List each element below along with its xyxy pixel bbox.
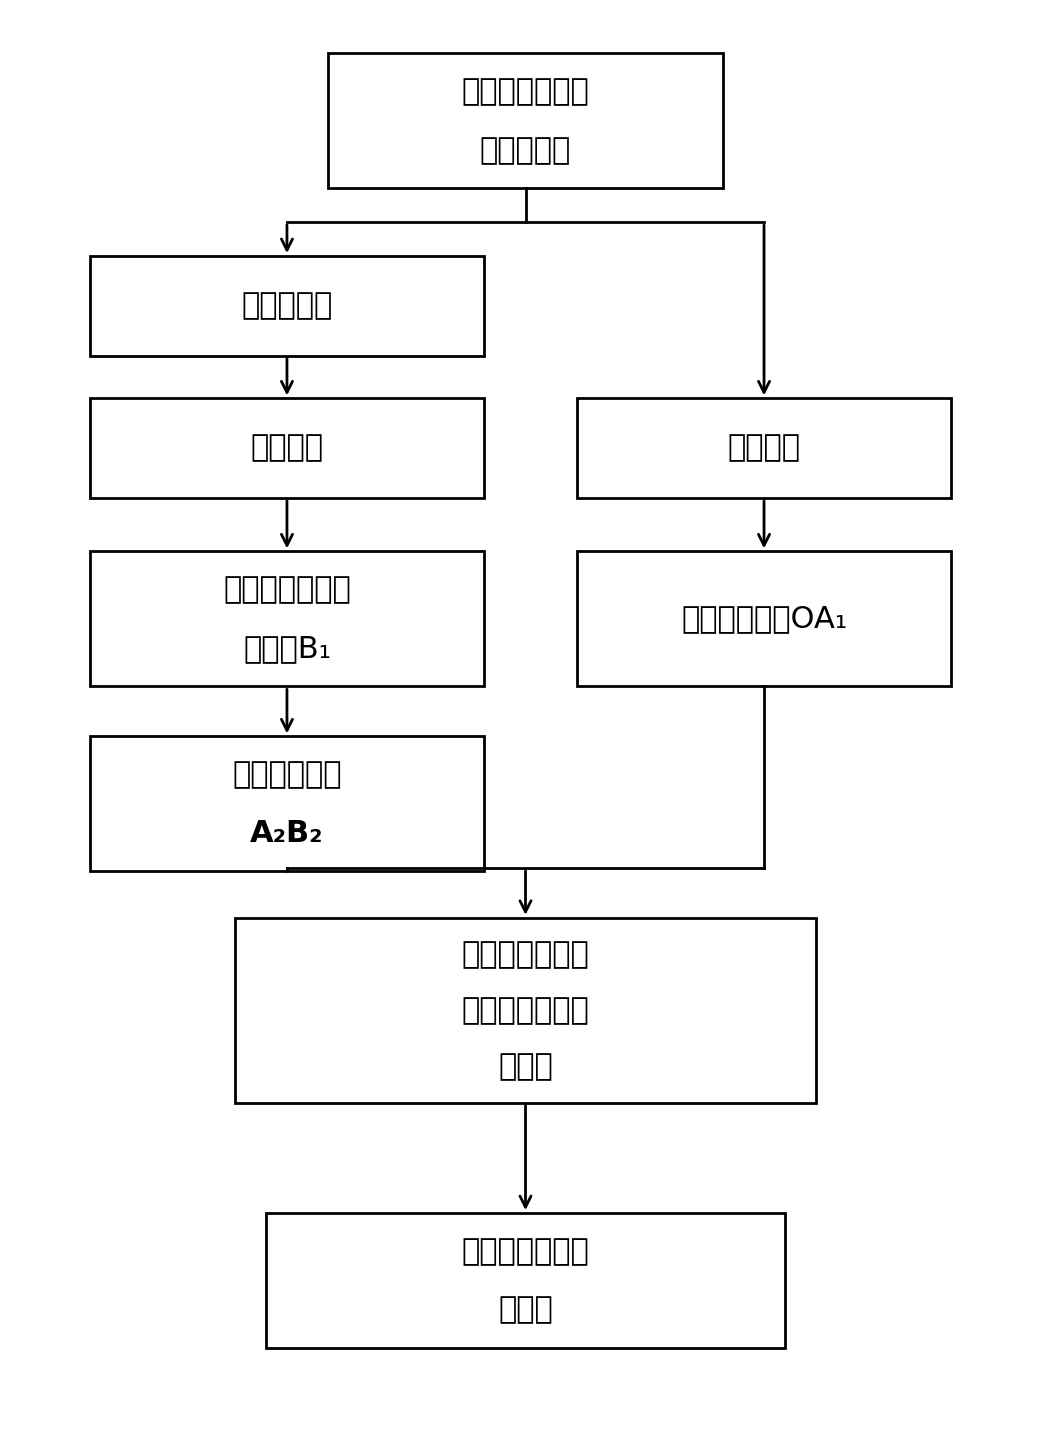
Bar [329,53,722,188]
Bar [577,398,951,497]
Bar [90,552,485,687]
Bar [90,256,485,355]
Text: 板玻璃正、反面: 板玻璃正、反面 [461,996,590,1025]
Text: 相机标定: 相机标定 [727,434,801,463]
Bar [90,398,485,497]
Text: 表面点: 表面点 [498,1052,553,1081]
Text: 参考光线方向: 参考光线方向 [232,760,342,789]
Bar [235,918,816,1102]
Text: 测结果: 测结果 [498,1296,553,1325]
Text: 图像预处理: 图像预处理 [242,292,332,320]
Text: 格雷码图像编码: 格雷码图像编码 [223,575,351,604]
Text: A₂B₂: A₂B₂ [250,819,324,848]
Text: 采集红外图像以: 采集红外图像以 [461,78,590,106]
Text: 与解码B₁: 与解码B₁ [243,634,331,662]
Bar [577,552,951,687]
Text: 基线方法估算平: 基线方法估算平 [461,940,590,969]
Bar [90,736,485,871]
Bar [266,1213,785,1348]
Text: 及深度数据: 及深度数据 [480,135,571,165]
Text: 边缘提取: 边缘提取 [250,434,324,463]
Text: 被测玻璃质量检: 被测玻璃质量检 [461,1237,590,1266]
Text: 相机光线方向OA₁: 相机光线方向OA₁ [681,605,847,634]
